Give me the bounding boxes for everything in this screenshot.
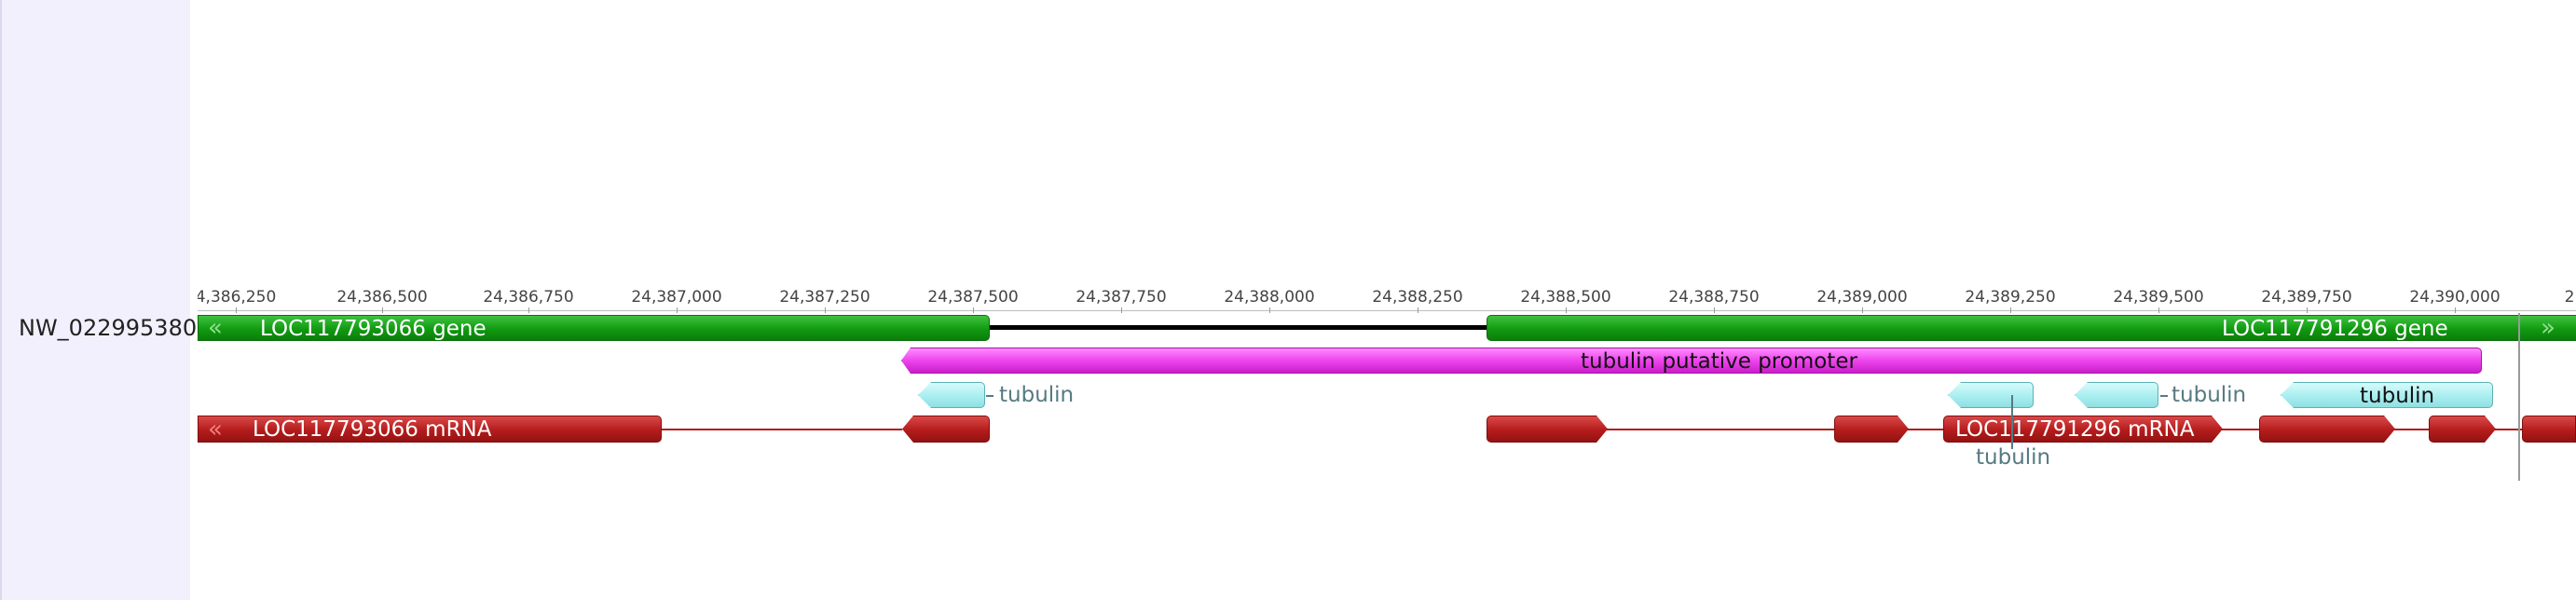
intergenic-line: [990, 325, 1489, 330]
tubulin-1-label: tubulin: [999, 383, 1075, 407]
ruler-tick: [1269, 307, 1270, 313]
ruler-tick: [1566, 307, 1567, 313]
chevron-left-icon: «: [208, 416, 223, 443]
ruler-tick-label: 24,387,000: [631, 288, 722, 307]
mrna-exon-loc117791296-2[interactable]: [1834, 416, 1909, 443]
ruler-tick-label: 24,389,500: [2113, 288, 2204, 307]
ruler-tick-label: 24,386,500: [336, 288, 428, 307]
mrna-exon-loc117791296-5[interactable]: [2429, 416, 2496, 443]
tubulin-feature-2[interactable]: [1948, 382, 2034, 408]
mrna-label-loc117791296: LOC117791296 mRNA: [1955, 417, 2195, 442]
tubulin-feature-3[interactable]: [2075, 382, 2158, 408]
mrna-label-loc117793066: LOC117793066 mRNA: [253, 417, 492, 442]
mrna-exon-loc117791296-1[interactable]: [1487, 416, 1608, 443]
coordinate-ruler: 4,386,250 24,386,500 24,386,750 24,387,0…: [198, 280, 2576, 313]
mrna-exon-loc117791296-4[interactable]: [2259, 416, 2395, 443]
chevron-right-icon: »: [2541, 314, 2555, 342]
sequence-name-label[interactable]: NW_022995380: [19, 315, 198, 341]
ruler-tick-label: 24,388,250: [1372, 288, 1463, 307]
tubulin-4-label: tubulin: [2360, 384, 2435, 408]
ruler-tick-label: 24,389,750: [2261, 288, 2352, 307]
ruler-tick: [2158, 307, 2159, 313]
ruler-tick: [2010, 307, 2011, 313]
gene-bar-loc117791296[interactable]: LOC117791296 gene »: [1487, 315, 2576, 341]
tubulin-3-label: tubulin: [2172, 383, 2247, 407]
mrna-intron-line-left: [660, 429, 902, 430]
ruler-tick: [2455, 307, 2456, 313]
ruler-tick: [2307, 307, 2308, 313]
genome-track-area[interactable]: 4,386,250 24,386,500 24,386,750 24,387,0…: [198, 0, 2576, 600]
ruler-tick: [236, 307, 237, 313]
mrna-exon-loc117793066-2[interactable]: [902, 416, 990, 443]
ruler-tick-label: 24,387,750: [1076, 288, 1167, 307]
ruler-tick-label: 24,389,250: [1965, 288, 2056, 307]
tubulin-promoter-bar[interactable]: tubulin putative promoter: [901, 348, 2482, 374]
mrna-exon-loc117791296-6[interactable]: [2522, 416, 2576, 443]
chevron-left-icon: «: [208, 314, 223, 342]
tubulin-2-label: tubulin: [1976, 445, 2051, 470]
tubulin-1-connector: [986, 395, 993, 397]
ruler-tick-label: 24,390,000: [2409, 288, 2501, 307]
ruler-tick-label: 4,386,250: [198, 288, 277, 307]
gene-bar-loc117793066[interactable]: « LOC117793066 gene: [198, 315, 990, 341]
ruler-tick-label: 24,386,750: [483, 288, 574, 307]
mrna-exon-loc117793066-1[interactable]: « LOC117793066 mRNA: [198, 416, 662, 443]
gene-label-loc117793066: LOC117793066 gene: [260, 317, 486, 341]
ruler-tick-label: 24,388,000: [1224, 288, 1315, 307]
ruler-tick: [677, 307, 678, 313]
ruler-tick-label: 24,387,500: [927, 288, 1019, 307]
ruler-tick: [1714, 307, 1715, 313]
ruler-tick: [1121, 307, 1122, 313]
tubulin-feature-1[interactable]: [918, 382, 985, 408]
ruler-tick-label: 24,388,500: [1520, 288, 1611, 307]
ruler-tick-label: 24,389,000: [1816, 288, 1908, 307]
ruler-tick: [825, 307, 826, 313]
ruler-tick: [528, 307, 529, 313]
tubulin-feature-4[interactable]: tubulin: [2281, 382, 2493, 408]
position-cursor-line[interactable]: [2518, 313, 2520, 481]
tubulin-2-leader-line: [2011, 395, 2013, 449]
ruler-tick: [382, 307, 383, 313]
ruler-tick: [973, 307, 974, 313]
ruler-tick-label: 24,388,750: [1668, 288, 1760, 307]
gene-label-loc117791296: LOC117791296 gene: [2222, 317, 2448, 341]
mrna-exon-loc117791296-3[interactable]: LOC117791296 mRNA: [1943, 416, 2223, 443]
ruler-tick-label: 24,387,250: [779, 288, 870, 307]
tubulin-3-connector: [2160, 395, 2168, 397]
ruler-tick-label: 2: [2564, 288, 2575, 307]
sequence-name-panel: NW_022995380: [0, 0, 197, 600]
ruler-tick: [1862, 307, 1863, 313]
promoter-label: tubulin putative promoter: [1581, 349, 1857, 374]
